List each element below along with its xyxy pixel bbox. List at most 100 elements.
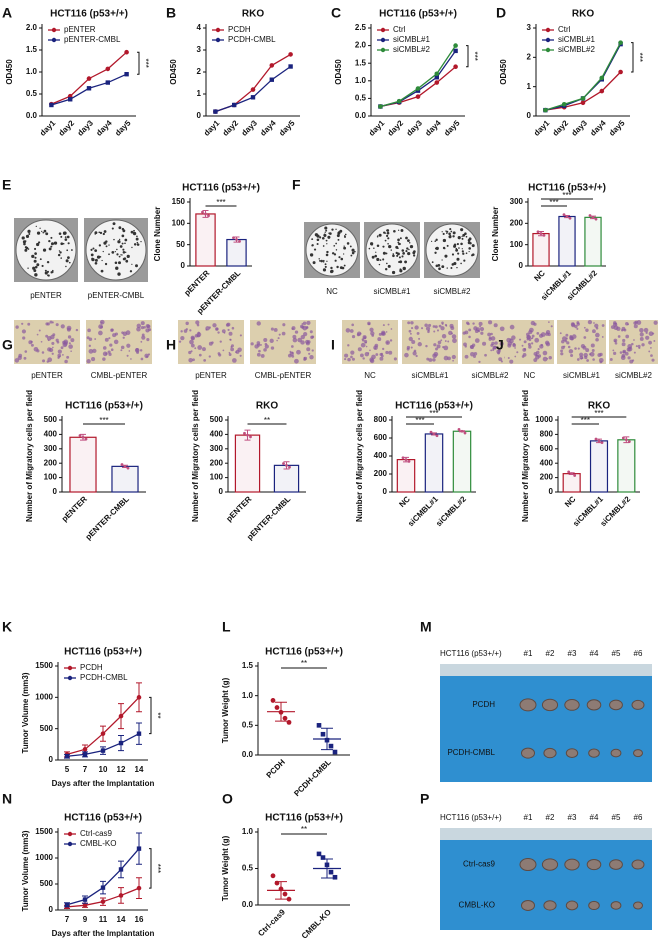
- cell: [650, 354, 653, 357]
- cell: [277, 337, 280, 340]
- colony: [62, 242, 65, 245]
- colony: [375, 251, 377, 253]
- colony: [111, 251, 115, 254]
- point: [82, 747, 88, 752]
- tumor: [631, 859, 645, 870]
- cell: [542, 350, 548, 356]
- colony: [105, 245, 108, 248]
- cell: [411, 340, 416, 344]
- cell: [550, 325, 553, 328]
- point: [100, 885, 106, 890]
- cell: [577, 347, 580, 350]
- chart-title: RKO: [572, 9, 594, 20]
- colony: [46, 270, 50, 273]
- x-axis-label: Days after the Implantation: [52, 779, 155, 788]
- cell: [385, 331, 388, 333]
- cell: [627, 356, 631, 360]
- cell: [52, 346, 54, 349]
- cell: [490, 336, 496, 341]
- panel-letter: N: [2, 791, 12, 807]
- cell: [303, 356, 306, 359]
- cell: [345, 328, 351, 333]
- x-tick-label: day4: [94, 118, 114, 138]
- cell: [427, 330, 430, 334]
- colony: [449, 234, 452, 237]
- significance-label: **: [153, 712, 162, 718]
- cell: [407, 321, 411, 325]
- colony: [59, 251, 62, 254]
- replicate-dot: [126, 466, 130, 470]
- cell: [641, 343, 645, 347]
- colony: [329, 232, 332, 235]
- colony: [35, 225, 37, 228]
- y-tick-label: 1.0: [355, 76, 367, 85]
- cell: [488, 320, 493, 325]
- colony: [316, 238, 320, 242]
- tumor: [586, 699, 602, 711]
- cell: [587, 320, 593, 325]
- bar: [226, 238, 247, 267]
- cell: [21, 322, 24, 325]
- x-tick-label: day5: [607, 118, 627, 138]
- cell: [545, 342, 551, 347]
- cell: [412, 351, 417, 356]
- bar: [69, 436, 97, 493]
- cell: [473, 355, 476, 358]
- cell: [499, 341, 504, 346]
- cell: [450, 326, 455, 330]
- cell: [369, 349, 371, 352]
- cell: [546, 357, 549, 360]
- cell: [626, 347, 631, 352]
- point: [580, 100, 586, 106]
- replicate-dot: [624, 438, 628, 442]
- cell: [369, 327, 374, 332]
- colony: [102, 232, 105, 236]
- cell: [297, 337, 303, 343]
- cell: [387, 323, 390, 326]
- colony: [98, 244, 102, 247]
- colony: [112, 222, 116, 226]
- cell: [273, 328, 278, 332]
- colony: [400, 228, 404, 232]
- y-tick-label: 0: [181, 261, 186, 270]
- cell: [545, 332, 549, 336]
- colony: [450, 230, 453, 233]
- colony: [408, 248, 410, 251]
- cell: [196, 332, 202, 337]
- cell: [189, 329, 192, 332]
- cell: [202, 347, 206, 352]
- cell: [567, 345, 571, 349]
- cell: [235, 351, 238, 354]
- cell: [620, 329, 624, 332]
- bar: [532, 232, 550, 267]
- point: [316, 851, 322, 857]
- cell: [421, 327, 424, 330]
- y-tick-label: 100: [210, 473, 224, 482]
- y-tick-label: 0: [49, 755, 54, 764]
- cell: [410, 346, 413, 349]
- colony: [326, 250, 329, 254]
- colony: [385, 252, 388, 255]
- cell: [190, 336, 195, 341]
- point: [270, 873, 276, 879]
- cell: [60, 324, 65, 329]
- cell: [386, 341, 389, 344]
- cell: [36, 333, 39, 336]
- colony: [413, 250, 416, 253]
- x-tick-label: pENTER-CMBL: [84, 494, 131, 541]
- point: [86, 86, 92, 91]
- bar: [617, 439, 636, 493]
- cell: [51, 352, 54, 355]
- cell: [382, 347, 385, 351]
- cell: [382, 324, 385, 327]
- cell: [426, 357, 430, 361]
- cell: [47, 339, 50, 342]
- cell: [586, 359, 589, 362]
- y-axis-label: Tumor Weight (g): [221, 835, 230, 901]
- tumor: [565, 900, 579, 911]
- colony: [371, 255, 375, 259]
- colony: [311, 244, 314, 247]
- colony: [382, 258, 385, 261]
- significance-label: ***: [99, 416, 108, 425]
- x-tick-label: day3: [405, 118, 425, 138]
